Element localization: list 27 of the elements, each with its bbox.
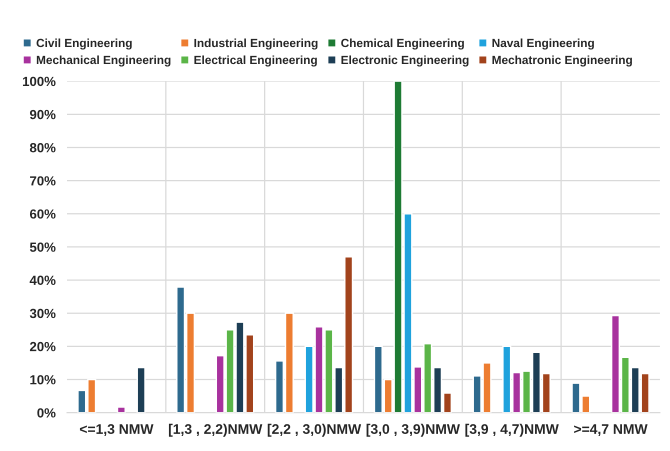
y-tick-label: 70% [30, 176, 56, 186]
x-tick-label: [3,9 , 4,7)NMW [465, 424, 559, 437]
legend-label: Electronic Engineering [341, 55, 468, 67]
x-tick-label: >=4,7 NMW [574, 424, 648, 436]
y-tick-label: 60% [30, 209, 56, 219]
y-tick-label: 0% [37, 408, 56, 418]
legend-label: Naval Engineering [492, 38, 594, 50]
legend-label: Mechatronic Engineering [492, 55, 632, 67]
y-tick-label: 100% [22, 76, 56, 86]
y-tick-label: 80% [30, 143, 56, 152]
legend-label: Electrical Engineering [194, 55, 317, 67]
legend-label: Civil Engineering [36, 38, 132, 50]
y-tick-label: 50% [30, 242, 56, 252]
y-tick-label: 20% [30, 342, 56, 352]
x-tick-label: <=1,3 NMW [80, 424, 154, 436]
legend-label: Chemical Engineering [341, 38, 464, 50]
bar [136, 366, 146, 413]
x-tick-label: [1,3 , 2,2)NMW [168, 424, 262, 437]
y-tick-label: 30% [30, 308, 56, 318]
y-tick-label: 10% [30, 375, 56, 384]
bar [116, 406, 126, 413]
y-tick-label: 40% [30, 276, 56, 285]
legend-label: Industrial Engineering [194, 38, 318, 50]
legend-label: Mechanical Engineering [36, 55, 170, 67]
x-tick-label: [3,0 , 3,9)NMW [366, 424, 460, 437]
y-tick-label: 90% [30, 110, 56, 120]
x-tick-label: [2,2 , 3,0)NMW [268, 424, 362, 437]
